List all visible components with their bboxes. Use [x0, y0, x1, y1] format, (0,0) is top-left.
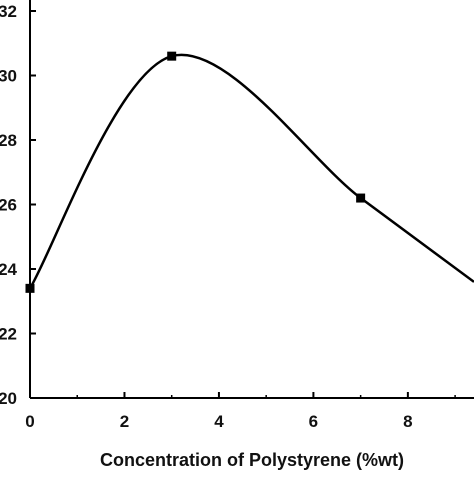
- x-tick-label: 2: [120, 412, 129, 431]
- series-line: [30, 55, 474, 289]
- x-tick-label: 6: [309, 412, 318, 431]
- y-tick-label: 28: [0, 131, 17, 150]
- data-point: [167, 52, 176, 61]
- data-point: [26, 284, 35, 293]
- y-tick-label: 32: [0, 2, 17, 21]
- y-tick-label: 24: [0, 260, 18, 279]
- series: [26, 52, 474, 293]
- y-tick-label: 26: [0, 196, 17, 215]
- x-tick-label: 0: [25, 412, 34, 431]
- x-tick-label: 8: [403, 412, 412, 431]
- y-tick-label: 30: [0, 67, 17, 86]
- x-tick-label: 4: [214, 412, 224, 431]
- axes: [30, 0, 474, 398]
- y-tick-label: 22: [0, 325, 17, 344]
- y-tick-label: 20: [0, 389, 17, 408]
- x-axis-label: Concentration of Polystyrene (%wt): [100, 450, 404, 470]
- data-point: [356, 194, 365, 203]
